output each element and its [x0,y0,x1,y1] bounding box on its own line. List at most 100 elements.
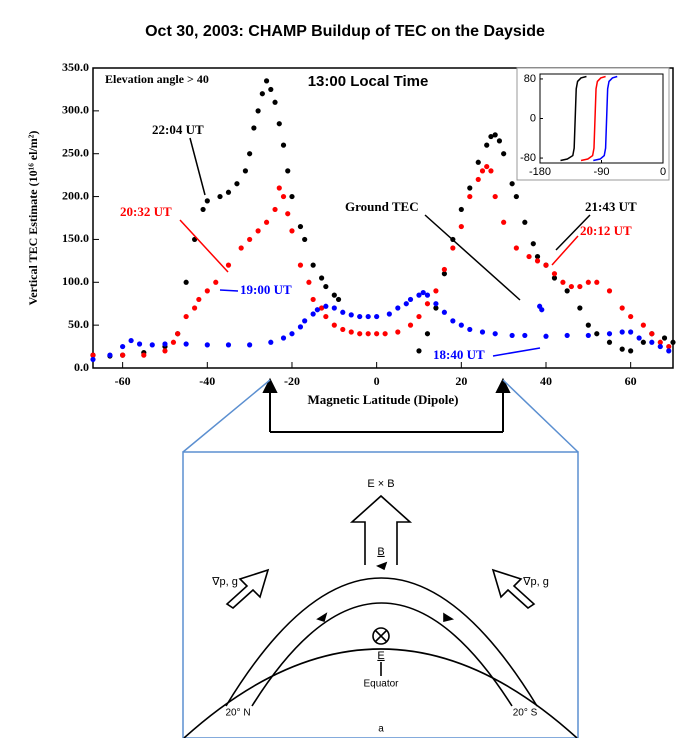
data-point [522,219,528,225]
data-line [593,75,618,162]
data-point [162,341,168,347]
data-point [280,193,287,200]
grad-right: ∇p, g [522,576,549,588]
data-point [496,138,503,144]
data-point [331,305,337,311]
x-tick-label: 40 [540,374,552,388]
data-point [416,313,422,320]
south-label: 20° S [513,708,538,719]
data-point [331,322,337,328]
data-point [534,253,541,260]
x-tick-label: -60 [115,374,131,388]
e-label: E [377,650,384,662]
data-point [424,301,431,307]
data-point [606,331,613,337]
annotation: 18:40 UT [433,347,485,362]
data-point [247,342,253,348]
data-point [492,193,498,200]
data-point [619,305,625,311]
annotation: 19:00 UT [240,282,292,297]
data-point [268,339,274,345]
data-point [335,296,342,303]
annotation: 21:43 UT [585,199,637,214]
data-point [458,322,464,328]
data-point [276,185,282,191]
data-point [416,292,422,298]
data-point [141,352,147,358]
data-point [492,331,498,337]
data-point [285,211,291,217]
annotation: 20:12 UT [580,223,632,238]
data-point [433,305,439,311]
data-point [564,332,570,339]
data-point [280,335,287,341]
data-point [551,275,558,281]
data-point [458,223,464,230]
data-point [407,322,414,328]
data-point [577,283,583,290]
grad-left: ∇p, g [211,576,238,588]
y-tick-label: 50.0 [68,317,89,331]
data-point [238,245,244,251]
data-point [204,198,210,204]
inset-map: -180 -90 0 80 0 -80 [520,73,666,178]
data-point [640,322,646,328]
data-point [657,343,663,350]
data-point [407,296,414,303]
data-point [357,313,363,320]
data-point [467,193,473,200]
y-tick-label: 100.0 [62,274,89,288]
x-tick-label: -40 [199,374,215,388]
data-point [501,151,507,157]
data-point [204,342,210,348]
data-point [551,271,558,277]
data-point [310,296,316,303]
data-point [395,305,401,311]
equator-label: Equator [363,679,399,690]
data-point [433,288,439,294]
caption: a [378,724,384,735]
data-point [619,329,625,335]
data-point [560,279,566,285]
data-point [175,331,181,337]
data-point [192,305,198,311]
data-point [280,142,287,148]
data-point [120,352,126,358]
data-point [450,245,456,251]
data-point [331,292,337,298]
inset-frame [516,67,670,181]
annotation-arrow [555,214,591,251]
data-point [441,309,447,315]
tec-chart: -60 -40 -20 0 20 40 60 0.0 50.0 100.0 150.0 200.0 25… [26,60,676,407]
data-point [530,241,536,247]
data-point [323,303,329,309]
data-point [649,331,655,337]
data-point [433,301,439,307]
data-point [255,228,261,234]
data-point [374,313,380,320]
data-point [340,326,346,333]
x-tick-label: 60 [625,374,637,388]
data-point [441,266,447,273]
data-point [255,108,261,114]
annotation-arrow [179,219,229,273]
data-point [183,279,189,285]
data-point [395,329,401,335]
data-point [640,339,646,345]
data-point [424,292,431,298]
x-tick-label: 0 [660,166,666,178]
data-point [649,339,655,345]
data-point [484,163,490,170]
annotation: 20:32 UT [120,204,172,219]
data-point [310,311,316,317]
data-point [382,331,388,337]
data-point [619,346,625,352]
data-point [348,312,354,318]
data-point [247,151,253,157]
x-tick-label: 0 [374,374,380,388]
slide-title: Oct 30, 2003: CHAMP Buildup of TEC on th… [145,23,545,40]
data-point [259,91,265,97]
data-point [513,245,519,251]
data-point [149,342,155,348]
annotation: Ground TEC [345,199,419,214]
